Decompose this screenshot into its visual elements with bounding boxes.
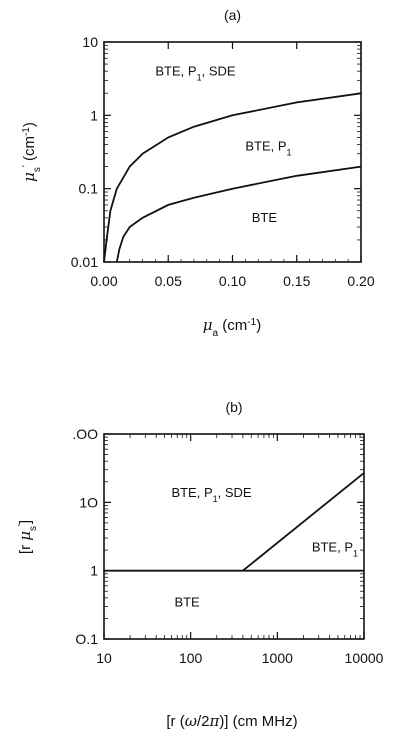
panel-a-ytick-label: 0.01 xyxy=(71,254,98,270)
panel-a-region-label: BTE, P1, SDE xyxy=(155,63,235,82)
panel-b-ytick-label: 1 xyxy=(90,563,98,579)
panel-b-xtick-label: 1000 xyxy=(262,650,293,666)
panel-a-ytick-label: 10 xyxy=(82,34,98,50)
panel-a-xtick-label: 0.05 xyxy=(155,273,182,289)
panel-b-xtick-label: 10000 xyxy=(345,650,384,666)
panel-b-label: (b) xyxy=(225,399,242,415)
panel-a-xtick-label: 0.20 xyxy=(347,273,374,289)
panel-b-line-2 xyxy=(242,472,365,572)
panel-a-region-label: BTE, P1 xyxy=(245,139,291,158)
panel-b-region-label: BTE xyxy=(174,594,200,609)
panel-a-curve-1 xyxy=(103,92,362,263)
panel-a-xtick-label: 0.00 xyxy=(90,273,117,289)
panel-a-xtick-label: 0.15 xyxy=(283,273,310,289)
panel-b-ytick-label: O.1 xyxy=(75,631,98,647)
panel-b-ylabel: [r μs'] xyxy=(16,520,39,554)
panel-a-curve-2 xyxy=(115,165,362,263)
panel-b-xtick-label: 10 xyxy=(96,650,112,666)
panel-a-ytick-label: 1 xyxy=(90,107,98,123)
panel-a-xlabel: μa (cm-1) xyxy=(203,316,261,339)
panel-b-ytick-label: .OO xyxy=(72,426,98,442)
panel-a-ylabel: μs' (cm-1) xyxy=(20,122,43,182)
panel-a-region-label: BTE xyxy=(252,210,278,225)
panel-b-ytick-label: 1O xyxy=(79,494,98,510)
panel-b-xtick-label: 100 xyxy=(179,650,203,666)
panel-b-region-label: BTE, P1 xyxy=(312,540,358,559)
panel-b-xlabel: [r (ω/2π)] (cm MHz) xyxy=(166,712,297,730)
panel-b-region-label: BTE, P1, SDE xyxy=(171,485,251,504)
panel-a-label: (a) xyxy=(224,7,241,23)
panel-a-xtick-label: 0.10 xyxy=(219,273,246,289)
panel-b-frame xyxy=(103,433,365,640)
panel-a-ytick-label: 0.1 xyxy=(79,181,99,197)
